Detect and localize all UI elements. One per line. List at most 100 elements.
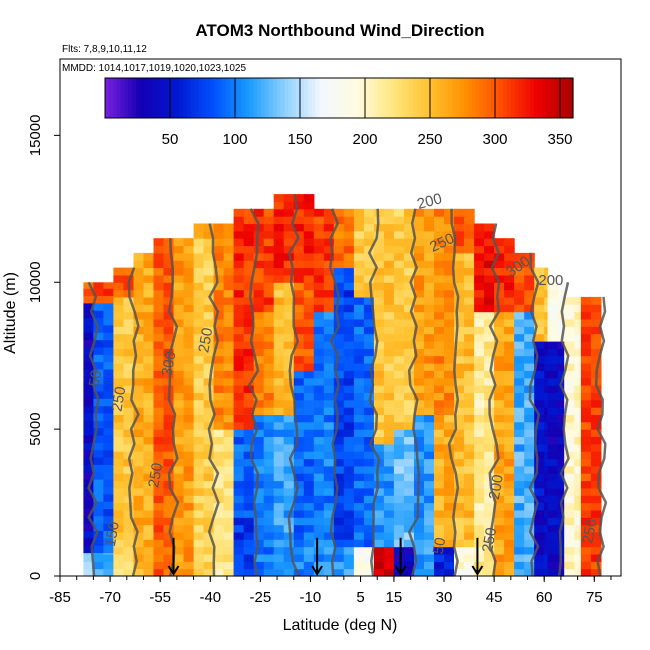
heatmap-cell: [564, 377, 575, 386]
heatmap-cell: [163, 260, 175, 269]
colorbar-segment: [190, 78, 196, 118]
heatmap-cell: [373, 561, 385, 570]
heatmap-cell: [193, 260, 205, 269]
heatmap-cell: [574, 326, 582, 335]
colorbar-segment: [303, 78, 309, 118]
heatmap-cell: [153, 443, 165, 452]
heatmap-cell: [113, 517, 124, 526]
heatmap-cell: [273, 282, 285, 291]
x-tick-label: 15: [386, 589, 403, 606]
heatmap-cell: [323, 238, 335, 247]
heatmap-cell: [534, 282, 545, 291]
heatmap-cell: [393, 289, 405, 298]
heatmap-cell: [373, 524, 385, 533]
heatmap-cell: [534, 355, 545, 364]
heatmap-cell: [424, 238, 435, 247]
colorbar-segment: [413, 78, 418, 118]
heatmap-cell: [544, 421, 549, 430]
heatmap-cell: [484, 480, 495, 489]
heatmap-cell: [383, 311, 395, 320]
heatmap-cell: [353, 223, 365, 232]
heatmap-cell: [193, 480, 205, 489]
heatmap-cell: [253, 554, 265, 562]
heatmap-cell: [303, 311, 315, 320]
heatmap-cell: [484, 561, 495, 570]
heatmap-cell: [474, 223, 485, 232]
heatmap-cell: [514, 274, 525, 283]
heatmap-cell: [474, 436, 485, 445]
heatmap-cell: [504, 274, 515, 283]
heatmap-cell: [103, 295, 114, 304]
heatmap-cell: [163, 341, 175, 349]
heatmap-cell: [243, 289, 255, 298]
heatmap-cell: [203, 473, 215, 482]
heatmap-cell: [173, 414, 185, 423]
heatmap-cell: [574, 363, 582, 371]
heatmap-cell: [303, 495, 315, 504]
heatmap-cell: [333, 546, 345, 555]
heatmap-cell: [283, 319, 295, 327]
heatmap-cell: [444, 223, 455, 232]
heatmap-cell: [353, 311, 365, 320]
heatmap-cell: [424, 274, 435, 283]
heatmap-cell: [293, 451, 305, 460]
heatmap-cell: [283, 304, 295, 313]
heatmap-cell: [293, 348, 305, 357]
heatmap-cell: [293, 421, 305, 430]
heatmap-cell: [403, 509, 415, 518]
heatmap-cell: [123, 414, 134, 423]
heatmap-cell: [484, 296, 495, 305]
heatmap-cell: [454, 473, 465, 482]
contour-line: [167, 238, 180, 577]
heatmap-cell: [323, 363, 335, 371]
heatmap-cell: [514, 392, 525, 401]
heatmap-cell: [323, 274, 335, 283]
heatmap-cell: [474, 341, 485, 349]
heatmap-cell: [353, 385, 365, 393]
heatmap-cell: [373, 355, 385, 364]
heatmap-cell: [363, 370, 375, 379]
heatmap-cell: [454, 517, 465, 526]
heatmap-cell: [403, 311, 415, 320]
heatmap-cell: [424, 539, 435, 548]
heatmap-cell: [223, 487, 235, 496]
heatmap-cell: [163, 252, 175, 261]
colorbar-segment: [105, 78, 110, 118]
heatmap-cell: [163, 546, 175, 555]
colorbar-segment: [272, 78, 278, 118]
heatmap-cell: [590, 480, 602, 489]
heatmap-cell: [233, 399, 245, 408]
heatmap-cell: [544, 414, 549, 423]
heatmap-cell: [590, 407, 602, 415]
heatmap-cell: [454, 245, 465, 254]
heatmap-cell: [183, 487, 195, 496]
heatmap-cell: [484, 289, 495, 298]
heatmap-cell: [524, 502, 535, 511]
heatmap-cell: [414, 282, 425, 291]
heatmap-cell: [504, 509, 515, 518]
heatmap-cell: [383, 524, 395, 533]
heatmap-cell: [494, 546, 505, 555]
heatmap-cell: [333, 429, 345, 437]
heatmap-cell: [353, 282, 365, 291]
heatmap-cell: [393, 465, 405, 474]
heatmap-cell: [203, 524, 215, 533]
heatmap-cell: [403, 407, 415, 415]
heatmap-cell: [383, 216, 395, 225]
heatmap-cell: [103, 376, 114, 385]
heatmap-cell: [534, 473, 545, 482]
colorbar-segment: [284, 78, 289, 118]
heatmap-cell: [113, 443, 124, 452]
heatmap-cell: [233, 216, 245, 225]
heatmap-cell: [153, 554, 165, 562]
heatmap-cell: [93, 552, 104, 555]
colorbar-tick-label: 50: [162, 131, 179, 148]
heatmap-cell: [183, 377, 195, 386]
heatmap-cell: [564, 385, 575, 393]
heatmap-cell: [373, 274, 385, 283]
heatmap-cell: [313, 443, 325, 452]
heatmap-cell: [183, 436, 195, 445]
heatmap-cell: [474, 245, 485, 254]
heatmap-cell: [547, 407, 559, 415]
heatmap-cell: [414, 502, 425, 511]
